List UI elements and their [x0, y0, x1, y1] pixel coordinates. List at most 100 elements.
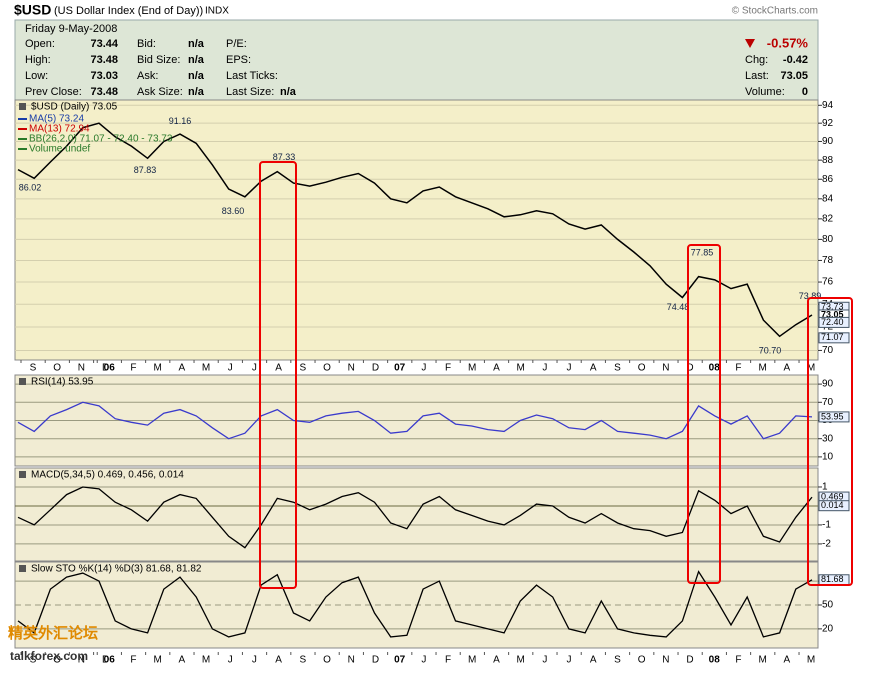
panel-title: MACD(5,34,5) 0.469, 0.456, 0.014 [31, 470, 184, 481]
panel [14, 99, 819, 361]
x-tick-label: D [372, 363, 379, 374]
info-value: n/a [188, 38, 205, 50]
panel-icon [19, 471, 26, 478]
value-box [818, 500, 850, 512]
y-tick-label: 50 [822, 600, 834, 611]
x-tick-label: J [567, 363, 572, 374]
x-tick-label: A [275, 655, 282, 666]
symbol: $USD [14, 2, 51, 18]
info-label: Bid Size: [137, 54, 180, 66]
x-tick-label: N [78, 655, 85, 666]
info-value: 0 [802, 86, 808, 98]
series-line [17, 570, 813, 638]
y-tick-label: 70 [822, 397, 834, 408]
x-tick-label: J [228, 655, 233, 666]
x-tick-label: A [783, 655, 790, 666]
x-tick-label: N [348, 655, 355, 666]
x-tick-label: J [252, 655, 257, 666]
value-box-label: 0.469 [821, 491, 844, 501]
y-tick-label: 10 [822, 452, 834, 463]
value-box [818, 411, 850, 423]
y-tick-label: 76 [822, 277, 834, 288]
x-tick-label: J [542, 363, 547, 374]
x-tick-label: 06 [104, 363, 116, 374]
value-box-label: 73.05 [821, 309, 844, 319]
exchange: INDX [205, 6, 229, 17]
value-box [818, 332, 850, 344]
info-label: Chg: [745, 54, 768, 66]
x-tick-label: 06 [104, 655, 116, 666]
x-tick-label: J [228, 363, 233, 374]
legend-label: Volume undef [29, 144, 90, 155]
value-box-label: 53.95 [821, 411, 844, 421]
y-tick-label: 90 [822, 379, 834, 390]
panel-title: Slow STO %K(14) %D(3) 81.68, 81.82 [31, 564, 202, 575]
info-value: n/a [188, 70, 205, 82]
y-tick-label: 92 [822, 118, 834, 129]
x-tick-label: 08 [709, 363, 721, 374]
value-box-label: 71.07 [821, 332, 844, 342]
panel-icon [19, 378, 26, 385]
x-tick-label: A [493, 655, 500, 666]
y-tick-label: 30 [822, 433, 834, 444]
info-label: Last Size: [226, 86, 274, 98]
x-tick-label: F [735, 363, 741, 374]
value-box [818, 316, 850, 328]
y-tick-label: 86 [822, 174, 834, 185]
x-tick-label: N [348, 363, 355, 374]
x-tick-label: O [638, 363, 646, 374]
x-tick-label: 07 [394, 363, 406, 374]
y-tick-label: 78 [822, 255, 834, 266]
legend-label: MA(13) 72.94 [29, 124, 90, 135]
x-tick-label: M [468, 655, 476, 666]
x-tick-label: A [493, 363, 500, 374]
info-value: 73.44 [90, 38, 118, 50]
legend-label: BB(26,2.0) 71.07 - 72.40 - 73.73 [29, 134, 173, 145]
x-tick-label: D [686, 363, 693, 374]
x-tick-label: M [202, 363, 210, 374]
y-tick-label: 20 [822, 624, 834, 635]
info-value: n/a [188, 86, 205, 98]
info-value: 73.05 [780, 70, 808, 82]
annotation: 83.60 [222, 206, 245, 216]
info-value: 73.03 [90, 70, 118, 82]
x-tick-label: F [735, 655, 741, 666]
annotation: 87.33 [273, 152, 296, 162]
info-label: Last: [745, 70, 769, 82]
x-tick-label: F [445, 655, 451, 666]
info-label: Low: [25, 70, 48, 82]
annotation: 87.83 [134, 165, 157, 175]
annotation: 74.48 [667, 302, 690, 312]
info-label: Ask: [137, 70, 158, 82]
y-tick-label: 70 [822, 345, 834, 356]
x-tick-label: S [30, 363, 37, 374]
x-tick-label: O [323, 655, 331, 666]
panel-icon [19, 103, 26, 110]
annotation: 77.85 [691, 247, 714, 257]
info-value: n/a [280, 86, 297, 98]
x-tick-label: 08 [709, 655, 721, 666]
info-value: 73.48 [90, 54, 118, 66]
x-tick-label: 07 [394, 655, 406, 666]
panel-icon [19, 565, 26, 572]
info-label: P/E: [226, 38, 247, 50]
x-tick-label: M [468, 363, 476, 374]
info-label: High: [25, 54, 51, 66]
annotation: 70.70 [759, 346, 782, 356]
x-tick-label: M [807, 655, 815, 666]
legend-label: MA(5) 73.24 [29, 114, 84, 125]
x-tick-label: F [130, 363, 136, 374]
x-tick-label: D [686, 655, 693, 666]
y-tick-label: -1 [822, 520, 831, 531]
credit: © StockCharts.com [732, 6, 818, 17]
series-line [17, 122, 813, 338]
x-tick-label: M [516, 655, 524, 666]
info-value: 73.48 [90, 86, 118, 98]
value-box-label: 81.68 [821, 574, 844, 584]
x-tick-label: J [542, 655, 547, 666]
x-tick-label: D [102, 363, 109, 374]
x-tick-label: A [783, 363, 790, 374]
x-tick-label: N [662, 363, 669, 374]
info-label: Last Ticks: [226, 70, 278, 82]
x-tick-label: J [567, 655, 572, 666]
